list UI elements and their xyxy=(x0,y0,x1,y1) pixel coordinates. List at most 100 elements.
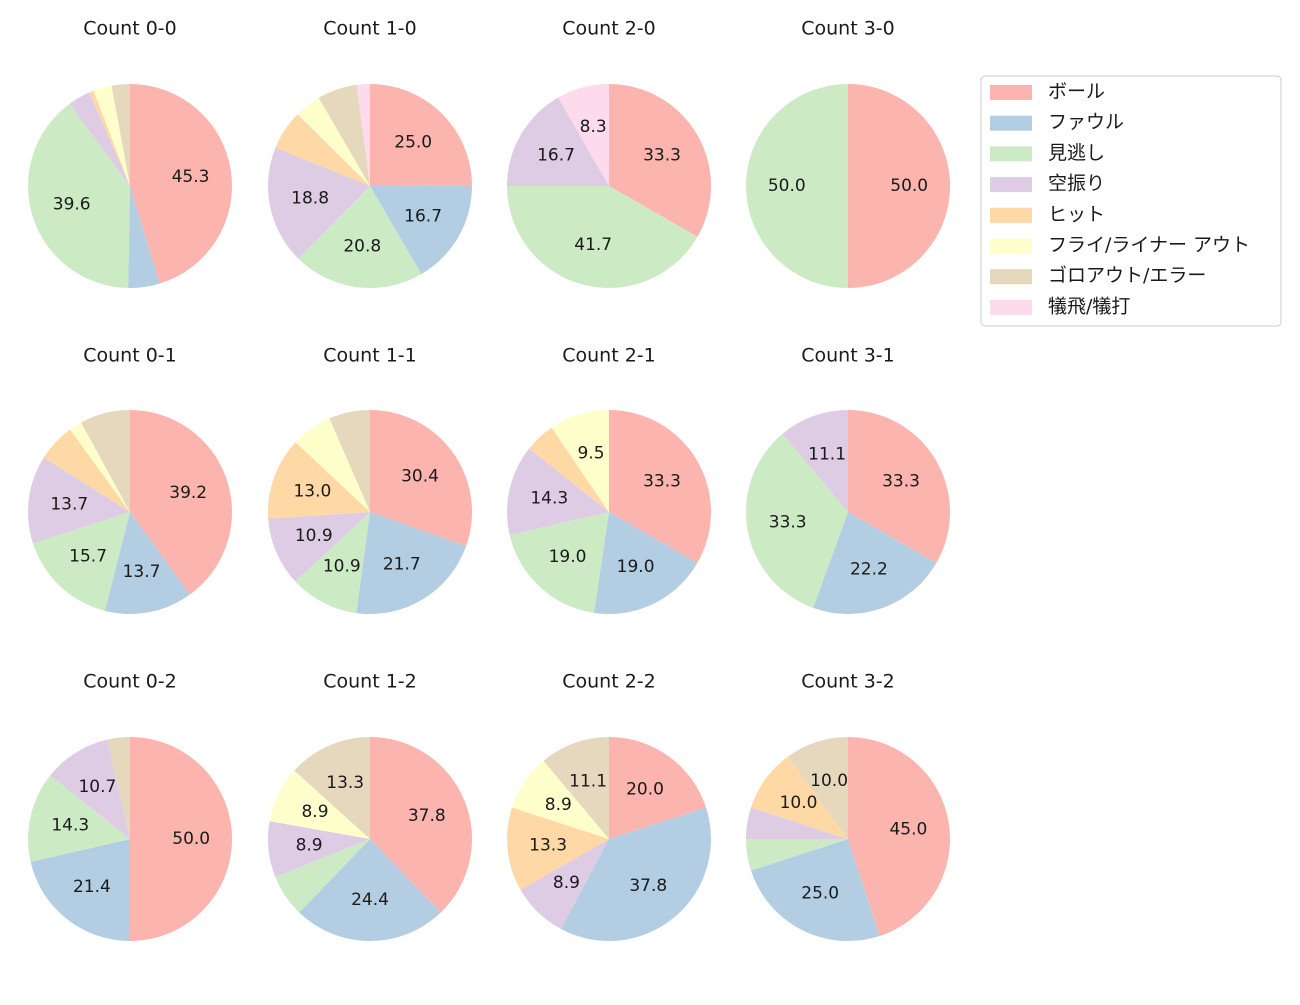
pie-slice xyxy=(295,512,370,614)
pie-slice xyxy=(93,85,130,186)
pie-slice xyxy=(295,418,370,512)
pie-slice xyxy=(511,760,609,839)
slice-label: 25.0 xyxy=(801,884,839,904)
pie-slice xyxy=(848,410,950,563)
pie-slice xyxy=(130,84,232,284)
pie-slice xyxy=(298,186,422,289)
legend-label: ファウル xyxy=(1048,111,1124,133)
pie-slice xyxy=(551,410,609,512)
slice-label: 8.9 xyxy=(296,835,323,855)
pie-slice xyxy=(356,84,370,186)
pie-slice xyxy=(560,807,712,941)
pie-slice xyxy=(782,410,848,512)
legend-label: ヒット xyxy=(1048,203,1105,225)
pie-slice xyxy=(609,737,707,839)
slice-label: 25.0 xyxy=(394,133,432,153)
pie-title: Count 1-0 xyxy=(323,18,417,40)
pie-slice xyxy=(788,737,848,839)
legend-swatch xyxy=(990,115,1032,131)
slice-label: 13.7 xyxy=(123,562,161,582)
pie-slice xyxy=(28,775,130,862)
pie-slice xyxy=(529,427,609,512)
legend-swatch xyxy=(990,238,1032,254)
pie-slice xyxy=(267,821,370,878)
pie-slice xyxy=(848,84,950,288)
slice-label: 8.3 xyxy=(580,117,607,137)
pie-slice xyxy=(294,737,370,839)
slice-label: 20.8 xyxy=(343,237,381,257)
slice-label: 30.4 xyxy=(401,467,439,487)
pie-slice xyxy=(104,512,190,615)
pie-slice xyxy=(275,114,370,186)
slice-label: 33.3 xyxy=(643,145,681,165)
legend-swatch xyxy=(990,85,1032,100)
legend-swatch xyxy=(990,299,1032,315)
slice-label: 21.7 xyxy=(383,554,421,574)
slice-label: 50.0 xyxy=(768,176,806,196)
pie-slice xyxy=(329,410,370,512)
pie-slice xyxy=(507,448,609,536)
pie-4: Count 3-0 50.0 50.0 xyxy=(746,18,950,288)
pie-slice xyxy=(609,410,711,563)
pie-slice xyxy=(297,97,370,186)
slice-label: 21.4 xyxy=(73,877,111,897)
pie-1: Count 0-0 45.3 39.6 xyxy=(28,18,232,288)
slice-label: 10.7 xyxy=(78,777,116,797)
pies-layer: Count 0-0 45.3 39.6 Count 1-0 25.0 16.7 20.8 18… xyxy=(27,18,951,942)
pie-slice xyxy=(745,433,848,608)
pie-11: Count 2-2 20.0 37.8 8.9 13.3 8.9 11.1 xyxy=(506,671,712,941)
slice-label: 45.0 xyxy=(889,819,927,839)
pie-slice xyxy=(32,512,130,611)
pie-slice xyxy=(520,839,609,929)
slice-label: 8.9 xyxy=(545,795,572,815)
slice-label: 8.9 xyxy=(301,802,328,822)
pie-title: Count 1-1 xyxy=(323,345,417,367)
slice-label: 16.7 xyxy=(537,145,575,165)
legend-label: フライ/ライナー アウト xyxy=(1048,234,1250,256)
pie-slice xyxy=(267,147,370,259)
pie-slice xyxy=(268,512,370,582)
pie-8: Count 3-1 33.3 22.2 33.3 11.1 xyxy=(745,345,950,615)
pie-slice xyxy=(69,92,130,186)
pie-slice xyxy=(848,737,951,937)
slice-label: 10.9 xyxy=(323,556,361,576)
slice-label: 39.2 xyxy=(169,483,207,503)
pie-slice xyxy=(28,103,131,288)
pie-10: Count 1-2 37.8 24.4 8.9 8.9 13.3 xyxy=(267,671,472,941)
pie-title: Count 2-2 xyxy=(562,671,656,693)
slice-label: 24.4 xyxy=(351,890,389,910)
legend-label: 犠飛/犠打 xyxy=(1048,295,1130,317)
pie-slice xyxy=(370,410,472,547)
pie-title: Count 2-1 xyxy=(562,345,656,367)
pie-slice xyxy=(81,410,130,512)
pie-slice xyxy=(27,457,130,544)
pie-slice xyxy=(370,84,472,186)
pie-slice xyxy=(543,737,609,839)
legend-swatch xyxy=(990,146,1032,162)
legend-label: ゴロアウト/エラー xyxy=(1048,265,1206,287)
pie-title: Count 0-0 xyxy=(83,18,177,40)
pie-12: Count 3-2 45.0 25.0 10.010.0 xyxy=(746,671,951,942)
pie-slice xyxy=(750,756,848,839)
slice-label: 13.7 xyxy=(50,494,88,514)
slice-label: 33.3 xyxy=(882,471,920,491)
pie-7: Count 2-1 33.3 19.0 19.0 14.3 9.5 xyxy=(507,345,711,615)
pie-slice xyxy=(267,442,370,519)
pie-slice xyxy=(370,185,473,275)
pie-slice xyxy=(746,839,848,871)
pie-slice xyxy=(506,807,609,890)
pie-slice xyxy=(370,737,472,913)
pie-slice xyxy=(356,512,467,615)
slice-label: 39.6 xyxy=(53,195,91,215)
slice-label: 45.3 xyxy=(172,167,210,187)
legend-frame xyxy=(980,75,1282,327)
slice-label: 13.3 xyxy=(326,773,364,793)
pie-slice xyxy=(275,839,370,913)
pie-title: Count 3-2 xyxy=(801,671,895,693)
legend-label: ボール xyxy=(1048,81,1105,103)
pie-slice xyxy=(30,839,131,941)
pie-slice xyxy=(746,84,848,288)
pie-slice xyxy=(111,84,130,186)
